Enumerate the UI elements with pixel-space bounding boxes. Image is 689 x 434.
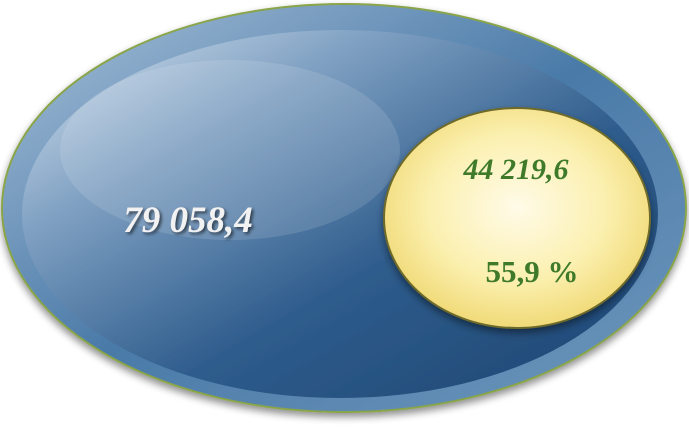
inner-circle (383, 107, 651, 329)
outer-value-label: 79 058,4 (123, 200, 253, 241)
inner-circle-group (383, 107, 651, 329)
outer-ellipse-highlight (60, 60, 400, 240)
inner-value-label: 44 219,6 (463, 153, 569, 186)
inner-percent-label: 55,9 % (486, 254, 579, 289)
